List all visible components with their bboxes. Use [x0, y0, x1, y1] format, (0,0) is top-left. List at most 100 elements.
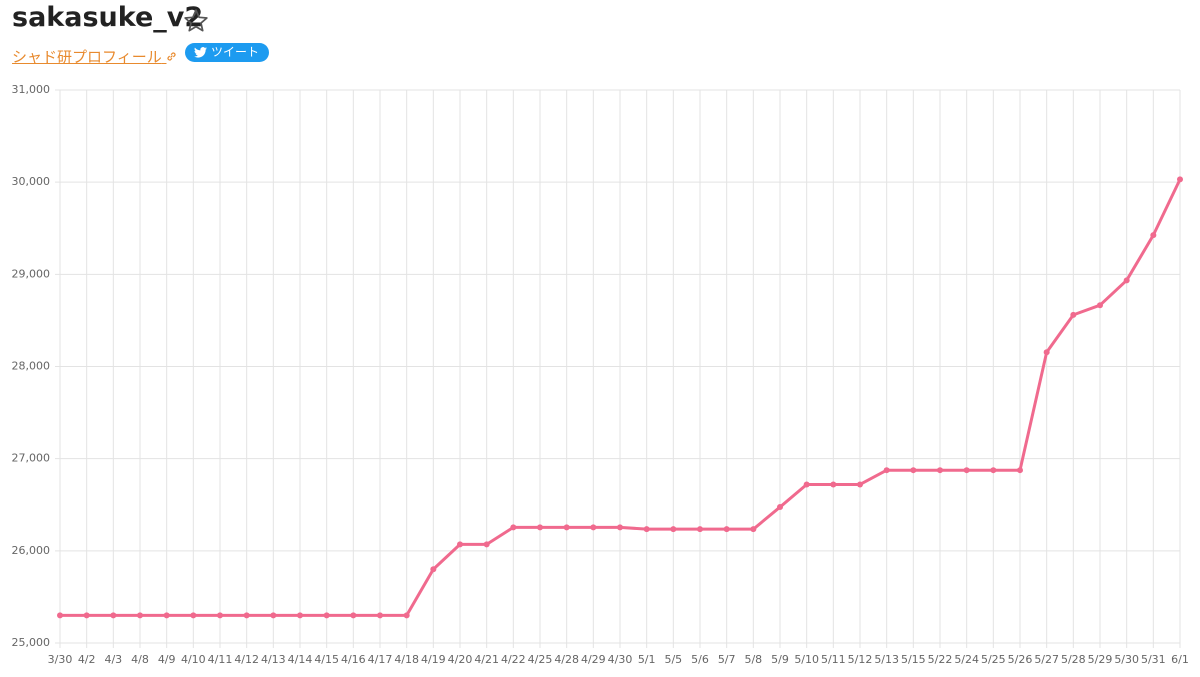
- y-tick-label: 30,000: [12, 175, 51, 188]
- y-tick-label: 25,000: [12, 636, 51, 649]
- data-point: [137, 612, 143, 619]
- x-tick-label: 4/9: [158, 653, 176, 666]
- x-tick-label: 4/8: [131, 653, 149, 666]
- data-point: [1177, 176, 1183, 183]
- x-tick-label: 5/28: [1061, 653, 1086, 666]
- data-point: [883, 467, 890, 474]
- x-tick-label: 5/10: [794, 653, 819, 666]
- x-tick-label: 5/26: [1008, 653, 1033, 666]
- x-tick-label: 5/24: [954, 653, 979, 666]
- data-point: [1017, 467, 1023, 474]
- x-tick-label: 5/5: [664, 653, 682, 666]
- data-point: [617, 524, 623, 531]
- data-point: [377, 612, 383, 619]
- y-tick-label: 28,000: [12, 360, 51, 373]
- data-point: [270, 612, 277, 619]
- y-tick-label: 29,000: [12, 267, 51, 280]
- data-point: [1097, 302, 1103, 309]
- data-point: [483, 541, 490, 548]
- data-point: [777, 504, 783, 511]
- x-tick-label: 4/13: [261, 653, 286, 666]
- x-tick-label: 4/21: [474, 653, 499, 666]
- data-point: [670, 526, 677, 533]
- data-point: [430, 566, 437, 573]
- x-tick-label: 5/7: [718, 653, 736, 666]
- x-tick-label: 5/6: [691, 653, 709, 666]
- data-point: [350, 612, 357, 619]
- x-tick-label: 4/20: [448, 653, 473, 666]
- data-point: [1150, 232, 1157, 239]
- data-point: [1043, 349, 1050, 356]
- x-tick-label: 4/15: [314, 653, 339, 666]
- x-tick-label: 5/25: [981, 653, 1006, 666]
- tweet-text[interactable]: ツイート: [211, 45, 260, 59]
- x-tick-label: 5/11: [821, 653, 846, 666]
- data-point: [163, 612, 170, 619]
- x-tick-label: 5/8: [744, 653, 762, 666]
- x-tick-label: 5/22: [928, 653, 953, 666]
- y-tick-label: 27,000: [12, 452, 51, 465]
- data-point: [723, 526, 730, 533]
- x-tick-label: 4/30: [608, 653, 633, 666]
- x-tick-label: 5/30: [1114, 653, 1139, 666]
- x-tick-label: 3/30: [48, 653, 73, 666]
- data-point: [937, 467, 943, 474]
- data-point: [243, 612, 250, 619]
- data-point: [1123, 277, 1130, 284]
- x-tick-label: 6/1: [1171, 653, 1189, 666]
- x-tick-label: 5/31: [1141, 653, 1166, 666]
- data-point: [83, 612, 90, 619]
- x-tick-label: 4/12: [234, 653, 259, 666]
- data-point: [537, 524, 543, 531]
- x-tick-label: 4/19: [421, 653, 446, 666]
- x-tick-label: 4/29: [581, 653, 606, 666]
- x-tick-label: 5/12: [848, 653, 873, 666]
- data-point: [590, 524, 597, 531]
- x-tick-label: 4/25: [528, 653, 553, 666]
- data-point: [830, 481, 837, 488]
- page-title: sakasuke_v2: [12, 2, 204, 33]
- x-tick-label: 4/18: [394, 653, 419, 666]
- data-point: [857, 481, 863, 488]
- x-tick-label: 4/16: [341, 653, 366, 666]
- data-point: [1070, 311, 1077, 318]
- twitter-icon: [194, 47, 207, 58]
- data-point: [643, 526, 650, 533]
- profile-link[interactable]: シャド研プロフィール: [12, 46, 177, 67]
- data-point: [510, 524, 517, 531]
- data-point: [803, 481, 810, 488]
- x-tick-label: 4/11: [208, 653, 233, 666]
- x-tick-label: 4/22: [501, 653, 526, 666]
- x-tick-label: 5/9: [771, 653, 789, 666]
- x-tick-label: 4/28: [554, 653, 579, 666]
- x-tick-label: 4/17: [368, 653, 393, 666]
- data-point: [403, 612, 410, 619]
- x-tick-label: 5/13: [874, 653, 899, 666]
- data-point: [990, 467, 997, 474]
- favorite-star[interactable]: [183, 8, 209, 34]
- data-point: [963, 467, 970, 474]
- data-point: [750, 526, 757, 533]
- x-tick-label: 4/14: [288, 653, 313, 666]
- data-point: [190, 612, 197, 619]
- data-point: [563, 524, 570, 531]
- data-point: [297, 612, 303, 619]
- data-point: [697, 526, 703, 533]
- data-point: [910, 467, 917, 474]
- x-tick-label: 4/2: [78, 653, 96, 666]
- data-point: [217, 612, 223, 619]
- y-tick-label: 31,000: [12, 83, 51, 96]
- data-point: [110, 612, 117, 619]
- data-point: [57, 612, 63, 619]
- x-tick-label: 5/1: [638, 653, 656, 666]
- x-tick-label: 5/15: [901, 653, 926, 666]
- profile-link-text[interactable]: シャド研プロフィール: [12, 48, 162, 66]
- data-point: [323, 612, 330, 619]
- x-tick-label: 5/29: [1088, 653, 1113, 666]
- x-tick-label: 5/27: [1034, 653, 1059, 666]
- tweet-button[interactable]: ツイート: [185, 43, 270, 62]
- x-tick-label: 4/3: [104, 653, 122, 666]
- x-tick-label: 4/10: [181, 653, 206, 666]
